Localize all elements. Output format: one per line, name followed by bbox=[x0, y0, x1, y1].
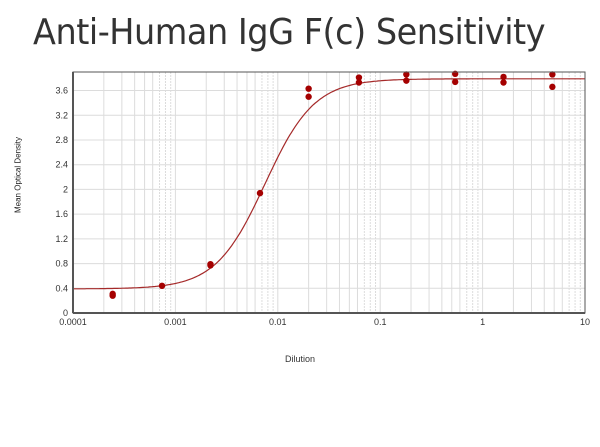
svg-text:0.1: 0.1 bbox=[374, 317, 387, 327]
svg-text:3.6: 3.6 bbox=[55, 86, 68, 96]
data-points bbox=[109, 70, 556, 299]
data-point bbox=[109, 292, 116, 299]
data-point bbox=[500, 79, 507, 86]
data-point bbox=[305, 93, 312, 100]
data-point bbox=[256, 189, 264, 197]
chart-title: Anti-Human IgG F(c) Sensitivity bbox=[33, 12, 546, 53]
svg-text:0: 0 bbox=[63, 308, 68, 318]
x-axis-label: Dilution bbox=[284, 354, 316, 364]
svg-text:0.4: 0.4 bbox=[55, 283, 68, 293]
svg-text:3.2: 3.2 bbox=[55, 110, 68, 120]
fit-curve bbox=[73, 78, 585, 290]
svg-text:0.001: 0.001 bbox=[164, 317, 187, 327]
svg-text:1: 1 bbox=[480, 317, 485, 327]
svg-text:2.4: 2.4 bbox=[55, 160, 68, 170]
svg-text:1.6: 1.6 bbox=[55, 209, 68, 219]
data-point bbox=[158, 282, 166, 290]
data-point bbox=[355, 79, 363, 86]
data-point bbox=[500, 73, 507, 81]
svg-text:10: 10 bbox=[580, 317, 590, 327]
grid-lines bbox=[72, 72, 585, 314]
tick-labels: 0 0.4 0.8 1.2 1.6 2 2.4 2.8 3.2 3.6 0.0001 0.001 0.0… bbox=[55, 86, 590, 327]
data-point bbox=[207, 262, 214, 269]
data-point bbox=[549, 83, 556, 91]
svg-text:2: 2 bbox=[63, 184, 68, 194]
axes bbox=[72, 71, 586, 314]
svg-text:0.8: 0.8 bbox=[55, 259, 68, 269]
svg-text:0.0001: 0.0001 bbox=[59, 317, 87, 327]
svg-text:0.01: 0.01 bbox=[269, 317, 287, 327]
data-point bbox=[355, 74, 363, 81]
data-point bbox=[305, 85, 312, 92]
svg-text:2.8: 2.8 bbox=[55, 135, 68, 145]
data-point bbox=[403, 77, 410, 84]
svg-text:1.2: 1.2 bbox=[55, 234, 68, 244]
data-point bbox=[451, 78, 459, 86]
data-point bbox=[549, 71, 556, 78]
data-point bbox=[403, 71, 410, 78]
